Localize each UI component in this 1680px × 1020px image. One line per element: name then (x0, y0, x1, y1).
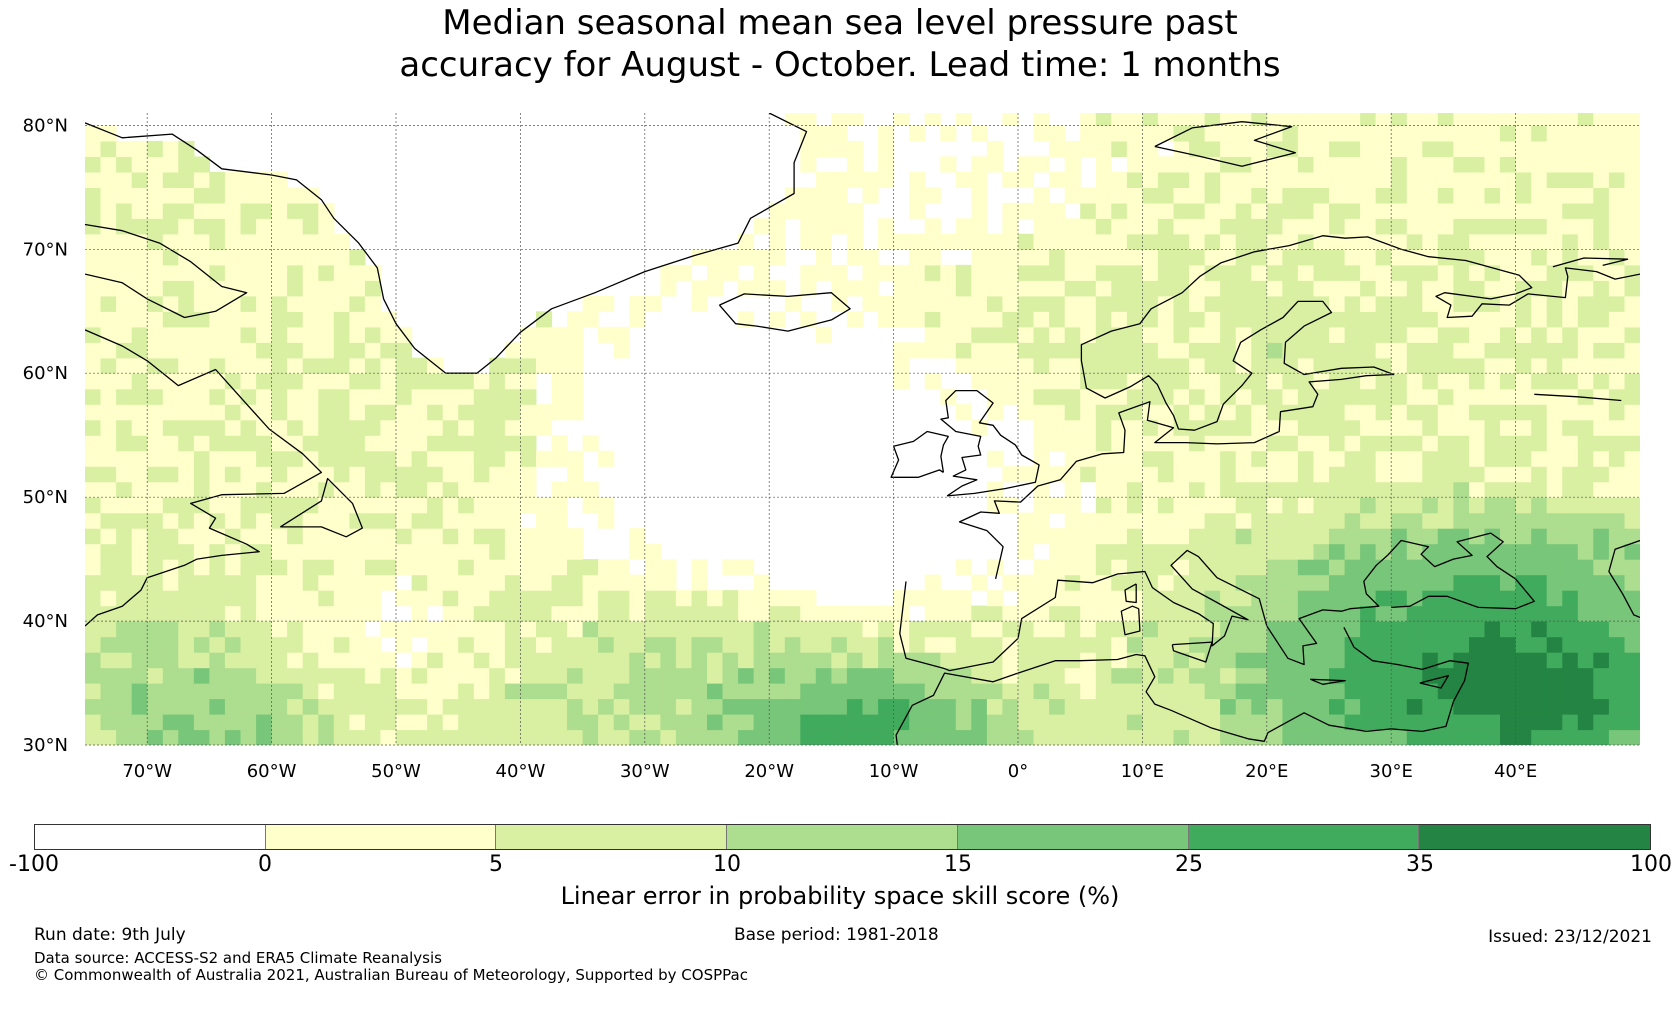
coastline (1124, 583, 1137, 604)
coastline (895, 627, 1469, 745)
colorbar-tick-label: 25 (1175, 852, 1203, 877)
data-source: Data source: ACCESS-S2 and ERA5 Climate … (34, 949, 442, 967)
coastline (1534, 393, 1622, 402)
colorbar-segment (1419, 825, 1650, 849)
lat-label: 80°N (23, 115, 68, 136)
lat-label: 30°N (23, 735, 68, 756)
colorbar-segment (957, 825, 1189, 849)
colorbar (34, 824, 1651, 850)
lon-label: 40°W (496, 761, 546, 782)
title-line-1: Median seasonal mean sea level pressure … (442, 3, 1238, 43)
coastline (899, 532, 1535, 672)
lat-label: 60°N (23, 363, 68, 384)
coastline (1552, 257, 1629, 268)
coastline (1608, 539, 1640, 619)
colorbar-segment (265, 825, 497, 849)
lat-label: 40°N (23, 611, 68, 632)
lon-label: 60°W (247, 761, 297, 782)
coastline (1310, 678, 1346, 685)
coastline (1154, 121, 1297, 167)
coastline (940, 389, 1040, 497)
colorbar-tick-label: 0 (258, 852, 272, 877)
base-period: Base period: 1981-2018 (734, 925, 939, 945)
lon-label: 10°E (1121, 761, 1164, 782)
coastline (1120, 605, 1141, 636)
colorbar-tick-label: -100 (9, 852, 59, 877)
title-line-2: accuracy for August - October. Lead time… (399, 45, 1281, 85)
colorbar-label: Linear error in probability space skill … (560, 882, 1120, 910)
colorbar-tick-label: 35 (1406, 852, 1434, 877)
colorbar-segment (496, 825, 728, 849)
lon-label: 50°W (371, 761, 421, 782)
lon-label: 30°E (1370, 761, 1413, 782)
lat-label: 50°N (23, 487, 68, 508)
run-date: Run date: 9th July (34, 925, 186, 945)
lon-label: 0° (1008, 761, 1028, 782)
colorbar-tick-label: 100 (1630, 852, 1672, 877)
chart-title: Median seasonal mean sea level pressure … (0, 2, 1680, 86)
coastline (1171, 641, 1213, 663)
colorbar-tick-label: 5 (489, 852, 503, 877)
skill-score-map: 80°N 70°N 60°N 50°N 40°N 30°N 70°W 60°W 50°W 40°W… (23, 113, 1640, 782)
lon-label: 20°W (744, 761, 794, 782)
lon-label: 40°E (1494, 761, 1537, 782)
colorbar-segment (35, 825, 266, 849)
copyright: © Commonwealth of Australia 2021, Austra… (34, 966, 748, 984)
lon-label: 70°W (122, 761, 172, 782)
lat-label: 70°N (23, 239, 68, 260)
lon-label: 10°W (869, 761, 919, 782)
lon-label: 30°W (620, 761, 670, 782)
coastline (85, 113, 808, 374)
coastline (890, 430, 949, 478)
lon-label: 20°E (1245, 761, 1288, 782)
coastline (718, 292, 851, 332)
coastline (85, 329, 323, 627)
colorbar-segment (727, 825, 958, 849)
issued-date: Issued: 23/12/2021 (1488, 927, 1652, 947)
coastline (958, 235, 1640, 580)
colorbar-tick-label: 15 (944, 852, 972, 877)
colorbar-tick-label: 10 (713, 852, 741, 877)
colorbar-segment (1188, 825, 1420, 849)
coastline (1419, 674, 1450, 689)
